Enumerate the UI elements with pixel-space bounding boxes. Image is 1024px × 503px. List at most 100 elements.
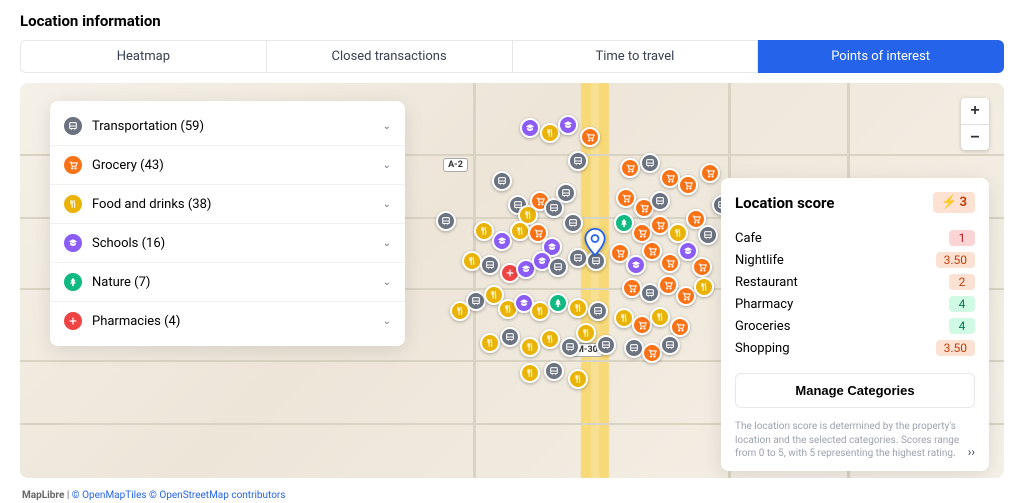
tab-points-of-interest[interactable]: Points of interest: [758, 40, 1004, 73]
poi-marker[interactable]: [548, 257, 568, 277]
poi-marker[interactable]: [474, 221, 494, 241]
poi-marker[interactable]: [632, 223, 652, 243]
poi-marker[interactable]: [632, 315, 652, 335]
chevron-down-icon: ⌄: [383, 121, 391, 132]
score-row: Pharmacy4: [735, 293, 975, 315]
score-row-label: Cafe: [735, 231, 762, 246]
category-item-pharmacies[interactable]: Pharmacies (4)⌄: [50, 302, 405, 340]
score-row-value: 4: [949, 318, 975, 334]
poi-marker[interactable]: [548, 293, 568, 313]
category-item-label: Nature (7): [92, 275, 383, 290]
poi-marker[interactable]: [658, 275, 678, 295]
poi-marker[interactable]: [492, 231, 512, 251]
poi-marker[interactable]: [626, 255, 646, 275]
score-row-label: Pharmacy: [735, 297, 793, 312]
nature-icon: [64, 273, 82, 291]
category-item-label: Food and drinks (38): [92, 197, 383, 212]
overall-score-badge: ⚡ 3: [933, 192, 975, 213]
poi-marker[interactable]: [563, 213, 583, 233]
chevron-down-icon: ⌄: [383, 160, 391, 171]
category-item-grocery[interactable]: Grocery (43)⌄: [50, 146, 405, 185]
poi-marker[interactable]: [640, 153, 660, 173]
poi-marker[interactable]: [670, 317, 690, 337]
category-item-label: Schools (16): [92, 236, 383, 251]
tab-closed-transactions[interactable]: Closed transactions: [267, 40, 513, 73]
poi-marker[interactable]: [660, 253, 680, 273]
poi-marker[interactable]: [576, 323, 596, 343]
poi-marker[interactable]: [480, 333, 500, 353]
poi-marker[interactable]: [622, 278, 642, 298]
poi-marker[interactable]: [520, 363, 540, 383]
food-icon: [64, 195, 82, 213]
expand-icon[interactable]: ››: [968, 445, 975, 461]
category-item-label: Grocery (43): [92, 158, 383, 173]
poi-marker[interactable]: [568, 369, 588, 389]
poi-marker[interactable]: [580, 127, 600, 147]
chevron-down-icon: ⌄: [383, 316, 391, 327]
poi-marker[interactable]: [530, 301, 550, 321]
poi-marker[interactable]: [568, 151, 588, 171]
poi-marker[interactable]: [560, 337, 580, 357]
poi-marker[interactable]: [500, 327, 520, 347]
chevron-down-icon: ⌄: [383, 277, 391, 288]
score-title: Location score: [735, 194, 835, 212]
score-row-label: Restaurant: [735, 275, 798, 290]
poi-marker[interactable]: [642, 241, 662, 261]
category-item-food[interactable]: Food and drinks (38)⌄: [50, 185, 405, 224]
manage-categories-button[interactable]: Manage Categories: [735, 373, 975, 408]
score-row: Groceries4: [735, 315, 975, 337]
score-row-value: 3.50: [936, 340, 975, 356]
openmaptiles-link[interactable]: © OpenMapTiles: [72, 490, 147, 501]
poi-marker[interactable]: [480, 255, 500, 275]
poi-marker[interactable]: [624, 338, 644, 358]
poi-marker[interactable]: [520, 118, 540, 138]
poi-marker[interactable]: [694, 277, 714, 297]
zoom-out-button[interactable]: −: [961, 124, 989, 150]
poi-marker[interactable]: [660, 335, 680, 355]
poi-marker[interactable]: [642, 343, 662, 363]
property-pin-icon[interactable]: [584, 228, 606, 256]
poi-marker[interactable]: [450, 301, 470, 321]
poi-marker[interactable]: [588, 301, 608, 321]
poi-marker[interactable]: [614, 308, 634, 328]
category-item-transportation[interactable]: Transportation (59)⌄: [50, 107, 405, 146]
poi-marker[interactable]: [678, 175, 698, 195]
poi-marker[interactable]: [660, 168, 680, 188]
poi-marker[interactable]: [700, 163, 720, 183]
category-item-nature[interactable]: Nature (7)⌄: [50, 263, 405, 302]
poi-marker[interactable]: [616, 188, 636, 208]
poi-marker[interactable]: [620, 158, 640, 178]
poi-marker[interactable]: [692, 257, 712, 277]
poi-marker[interactable]: [510, 221, 530, 241]
poi-marker[interactable]: [676, 286, 696, 306]
poi-marker[interactable]: [640, 283, 660, 303]
map[interactable]: A-2 M-30 Transportation (59)⌄Grocery (43…: [20, 83, 1004, 478]
poi-marker[interactable]: [492, 171, 512, 191]
score-disclaimer: The location score is determined by the …: [735, 420, 960, 461]
category-item-schools[interactable]: Schools (16)⌄: [50, 224, 405, 263]
osm-link[interactable]: © OpenStreetMap contributors: [149, 490, 285, 501]
poi-marker[interactable]: [650, 191, 670, 211]
poi-marker[interactable]: [556, 183, 576, 203]
score-row-value: 1: [949, 230, 975, 246]
page-title: Location information: [0, 0, 1024, 40]
poi-marker[interactable]: [614, 213, 634, 233]
poi-marker[interactable]: [568, 298, 588, 318]
poi-marker[interactable]: [462, 251, 482, 271]
poi-marker[interactable]: [698, 225, 718, 245]
poi-marker[interactable]: [540, 123, 560, 143]
poi-marker[interactable]: [596, 335, 616, 355]
poi-marker[interactable]: [540, 329, 560, 349]
poi-marker[interactable]: [668, 223, 688, 243]
poi-marker[interactable]: [650, 307, 670, 327]
tab-time-to-travel[interactable]: Time to travel: [513, 40, 759, 73]
bolt-icon: ⚡: [941, 195, 957, 210]
poi-marker[interactable]: [558, 115, 578, 135]
poi-marker[interactable]: [650, 215, 670, 235]
poi-marker[interactable]: [436, 211, 456, 231]
schools-icon: [64, 234, 82, 252]
poi-marker[interactable]: [544, 361, 564, 381]
zoom-in-button[interactable]: +: [961, 98, 989, 124]
poi-marker[interactable]: [520, 337, 540, 357]
tab-heatmap[interactable]: Heatmap: [20, 40, 267, 73]
